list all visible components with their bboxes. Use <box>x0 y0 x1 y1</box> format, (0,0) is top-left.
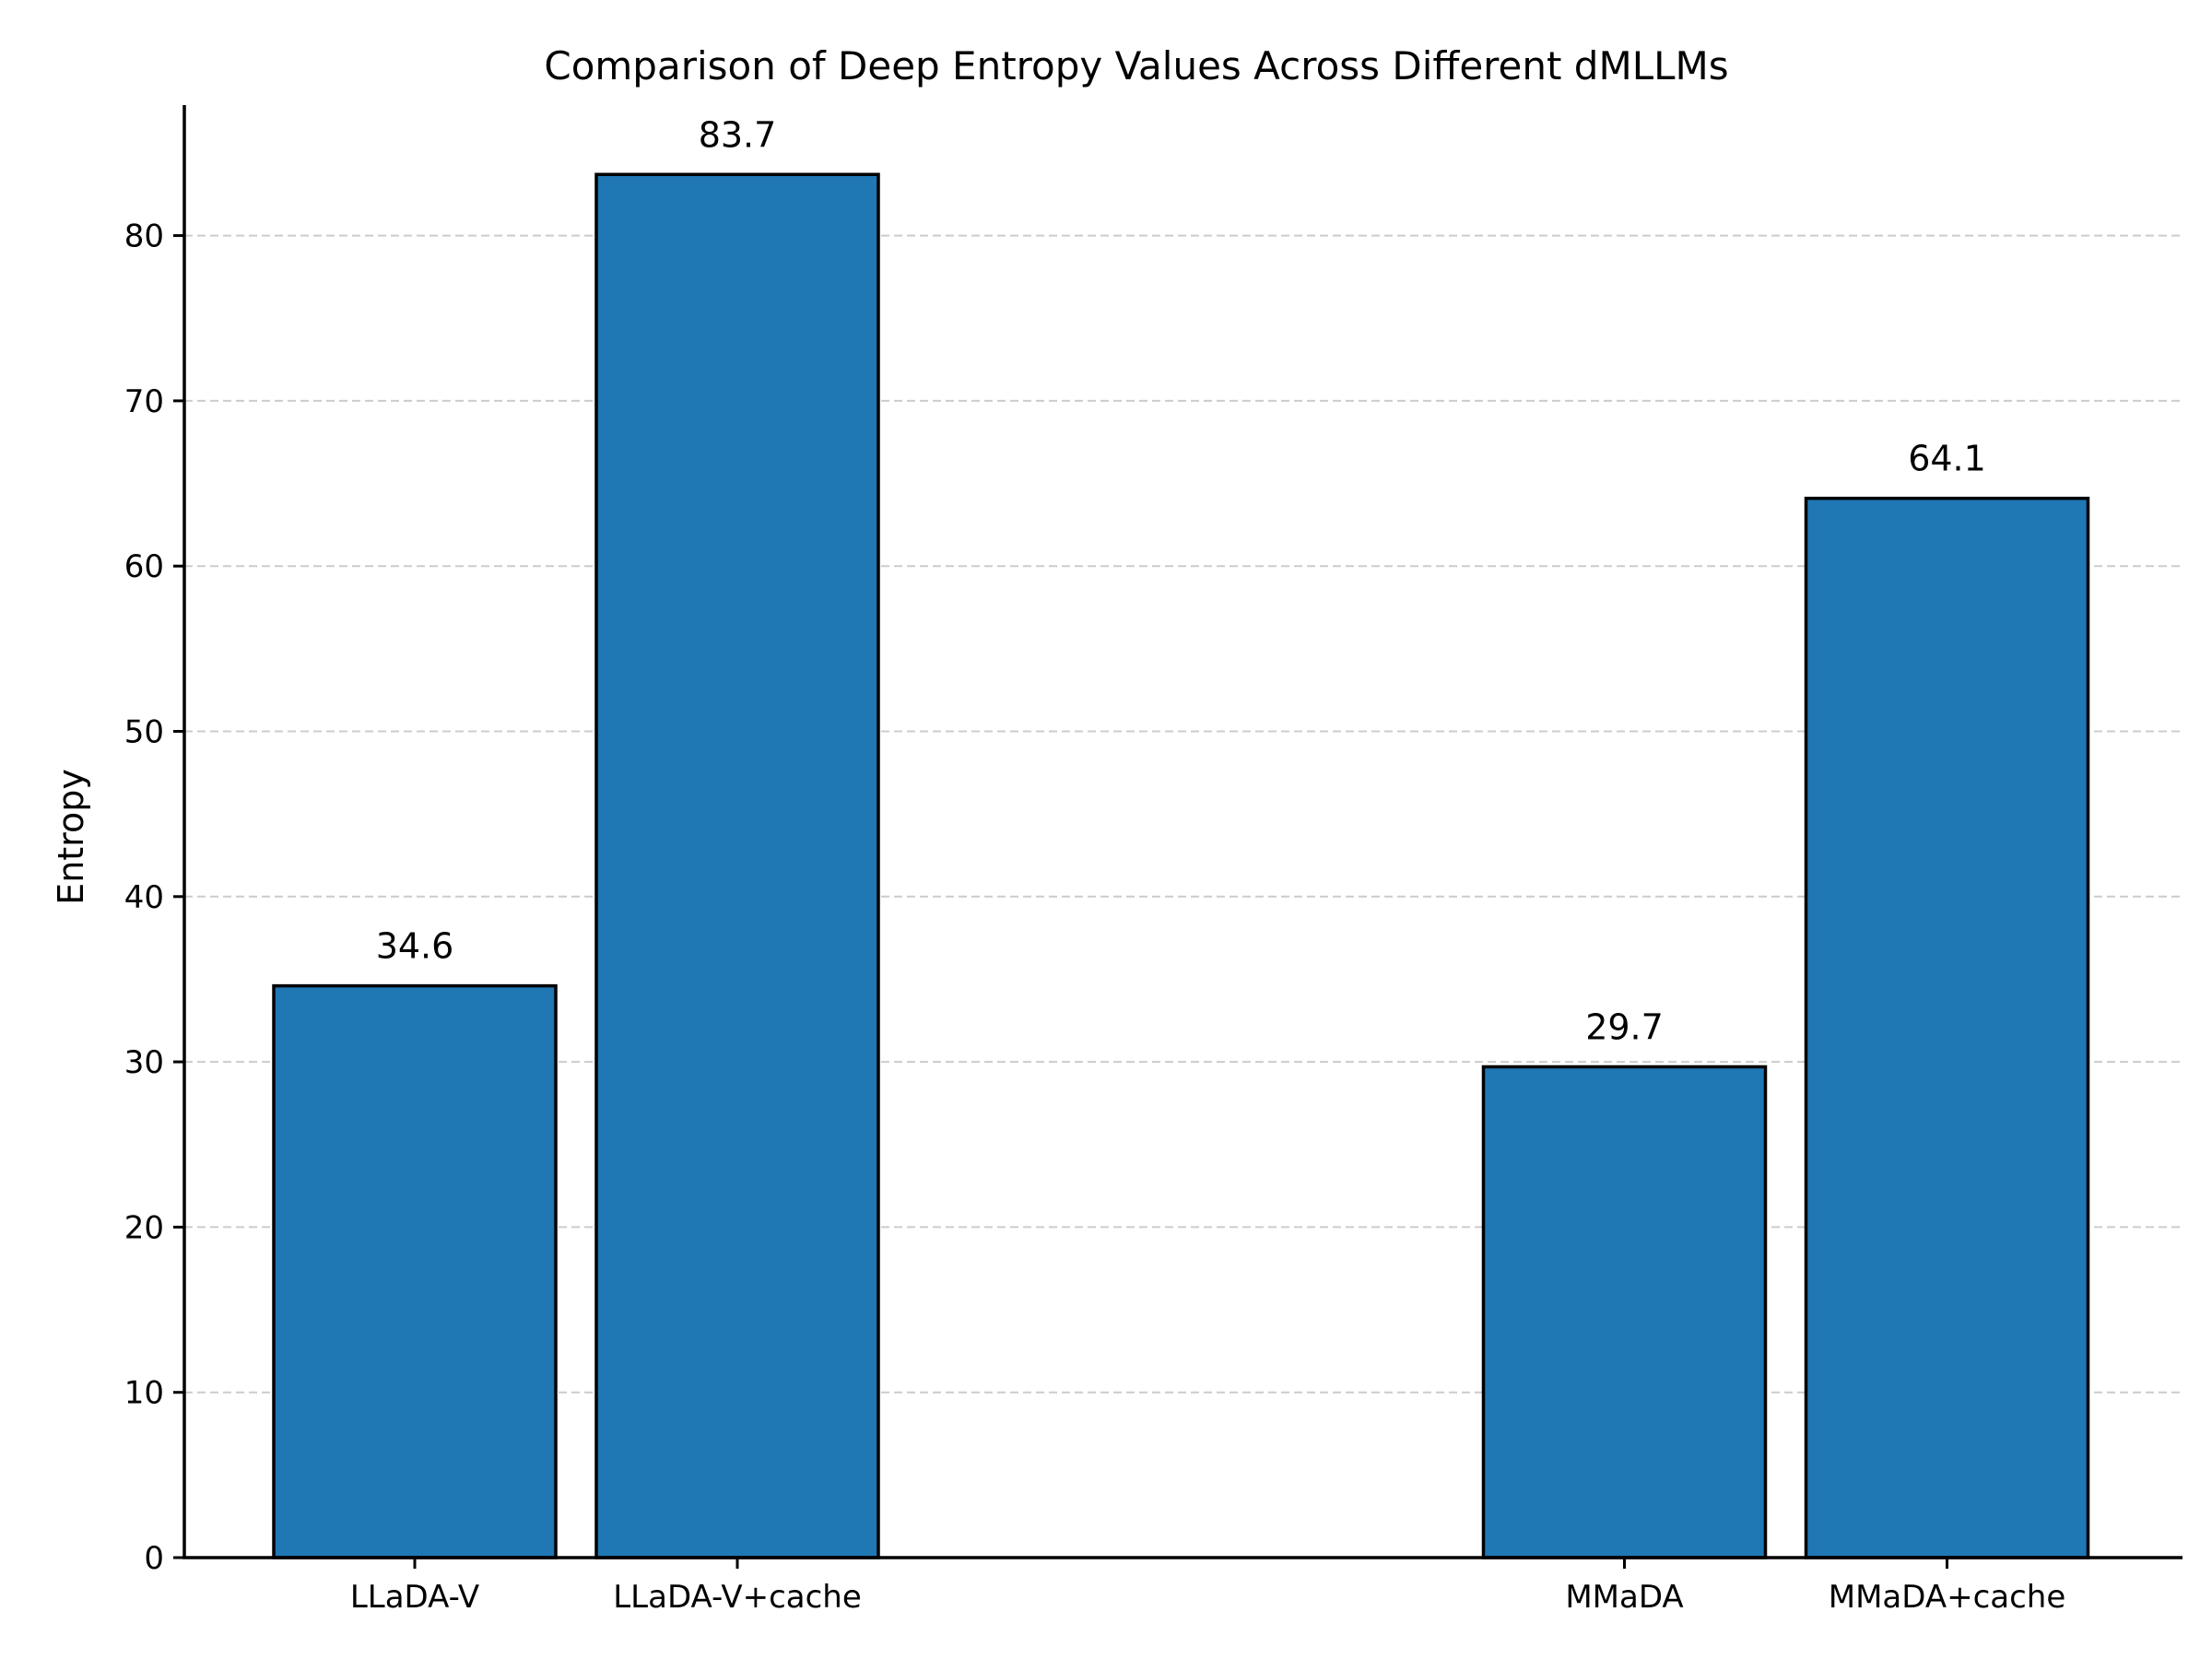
bar-value-label: 64.1 <box>1908 439 1986 479</box>
bar <box>1481 1065 1768 1559</box>
y-tick-label: 30 <box>124 1044 164 1081</box>
x-tick-label: MMaDA <box>1565 1579 1683 1616</box>
data-labels: 34.6 83.7 29.7 64.1 <box>376 114 1986 1047</box>
y-tick-label: 10 <box>124 1375 164 1412</box>
chart-title: Comparison of Deep Entropy Values Across… <box>544 43 1728 88</box>
bar-value-label: 34.6 <box>376 926 454 967</box>
bar <box>1804 496 2090 1559</box>
x-tick-label: MMaDA+cache <box>1829 1579 2066 1616</box>
y-tick-label: 70 <box>124 383 164 420</box>
bar <box>272 983 558 1559</box>
y-tick-label: 50 <box>124 714 164 751</box>
bars <box>272 172 2090 1559</box>
y-tick-label: 80 <box>124 218 164 255</box>
bar-value-label: 83.7 <box>699 114 777 155</box>
y-axis-label: Entropy <box>51 769 91 905</box>
axes <box>182 105 2183 1559</box>
bar <box>594 172 880 1559</box>
y-tick-label: 0 <box>144 1540 164 1577</box>
x-tick-label: LLaDA-V <box>350 1579 479 1616</box>
y-tick-label: 20 <box>124 1209 164 1246</box>
y-axis-ticks: 0 10 20 30 40 50 60 70 80 <box>124 218 184 1577</box>
y-tick-label: 60 <box>124 548 164 585</box>
x-axis-ticks: LLaDA-V LLaDA-V+cache MMaDA MMaDA+cache <box>350 1558 2065 1616</box>
y-tick-label: 40 <box>124 879 164 916</box>
bar-value-label: 29.7 <box>1585 1006 1664 1047</box>
x-tick-label: LLaDA-V+cache <box>613 1579 862 1616</box>
